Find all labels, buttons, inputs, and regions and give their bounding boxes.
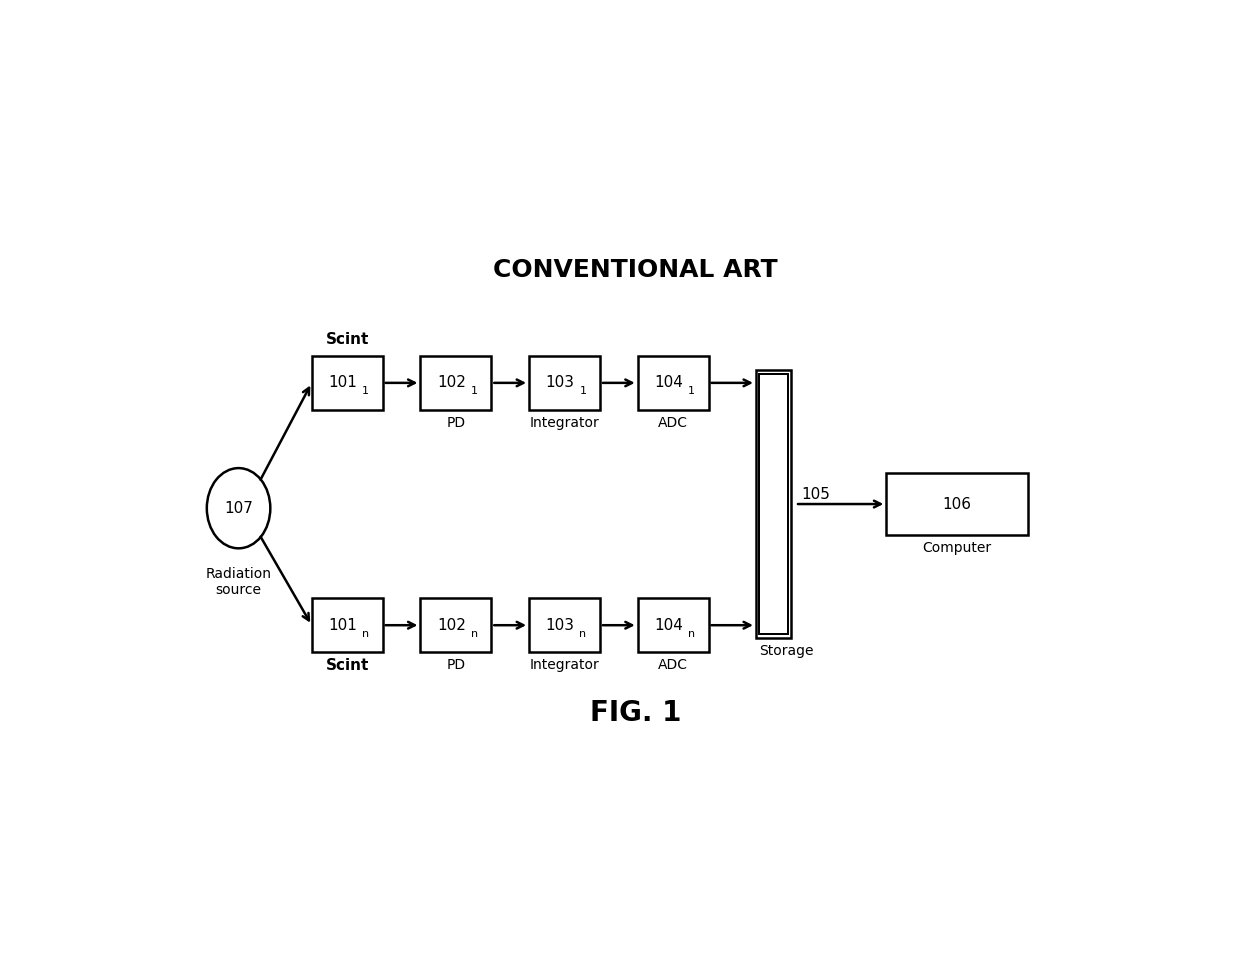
Bar <box>311 598 383 652</box>
Ellipse shape <box>207 468 270 548</box>
Text: 105: 105 <box>801 486 830 502</box>
Text: 103: 103 <box>546 375 575 391</box>
Text: Integrator: Integrator <box>529 416 599 429</box>
Text: Integrator: Integrator <box>529 658 599 673</box>
Text: Scint: Scint <box>326 658 368 674</box>
Text: 106: 106 <box>942 497 972 511</box>
Text: CONVENTIONAL ART: CONVENTIONAL ART <box>494 258 777 282</box>
Text: 1: 1 <box>579 386 587 397</box>
Bar <box>420 598 491 652</box>
Text: 1: 1 <box>688 386 694 397</box>
Bar <box>759 373 787 634</box>
Text: 101: 101 <box>329 618 357 633</box>
Text: FIG. 1: FIG. 1 <box>590 699 681 727</box>
Text: Computer: Computer <box>923 541 992 555</box>
Text: 102: 102 <box>438 375 466 391</box>
Text: Radiation
source: Radiation source <box>206 566 272 597</box>
Text: Scint: Scint <box>326 332 368 347</box>
Text: 1: 1 <box>362 386 370 397</box>
Text: n: n <box>688 628 696 639</box>
Text: 107: 107 <box>224 501 253 515</box>
Text: ADC: ADC <box>658 658 688 673</box>
Bar <box>311 356 383 410</box>
Text: 101: 101 <box>329 375 357 391</box>
Text: PD: PD <box>446 416 465 429</box>
Bar <box>637 598 708 652</box>
Bar <box>887 473 1028 536</box>
Text: 103: 103 <box>546 618 575 633</box>
Bar <box>637 356 708 410</box>
Text: ADC: ADC <box>658 416 688 429</box>
Text: 104: 104 <box>655 375 683 391</box>
Text: 104: 104 <box>655 618 683 633</box>
Text: PD: PD <box>446 658 465 673</box>
Text: n: n <box>362 628 370 639</box>
Text: Storage: Storage <box>759 645 813 658</box>
Text: 1: 1 <box>471 386 477 397</box>
Text: n: n <box>579 628 587 639</box>
Bar <box>529 598 600 652</box>
Bar <box>529 356 600 410</box>
Text: n: n <box>471 628 477 639</box>
Bar <box>756 371 791 638</box>
Text: 102: 102 <box>438 618 466 633</box>
Bar <box>420 356 491 410</box>
